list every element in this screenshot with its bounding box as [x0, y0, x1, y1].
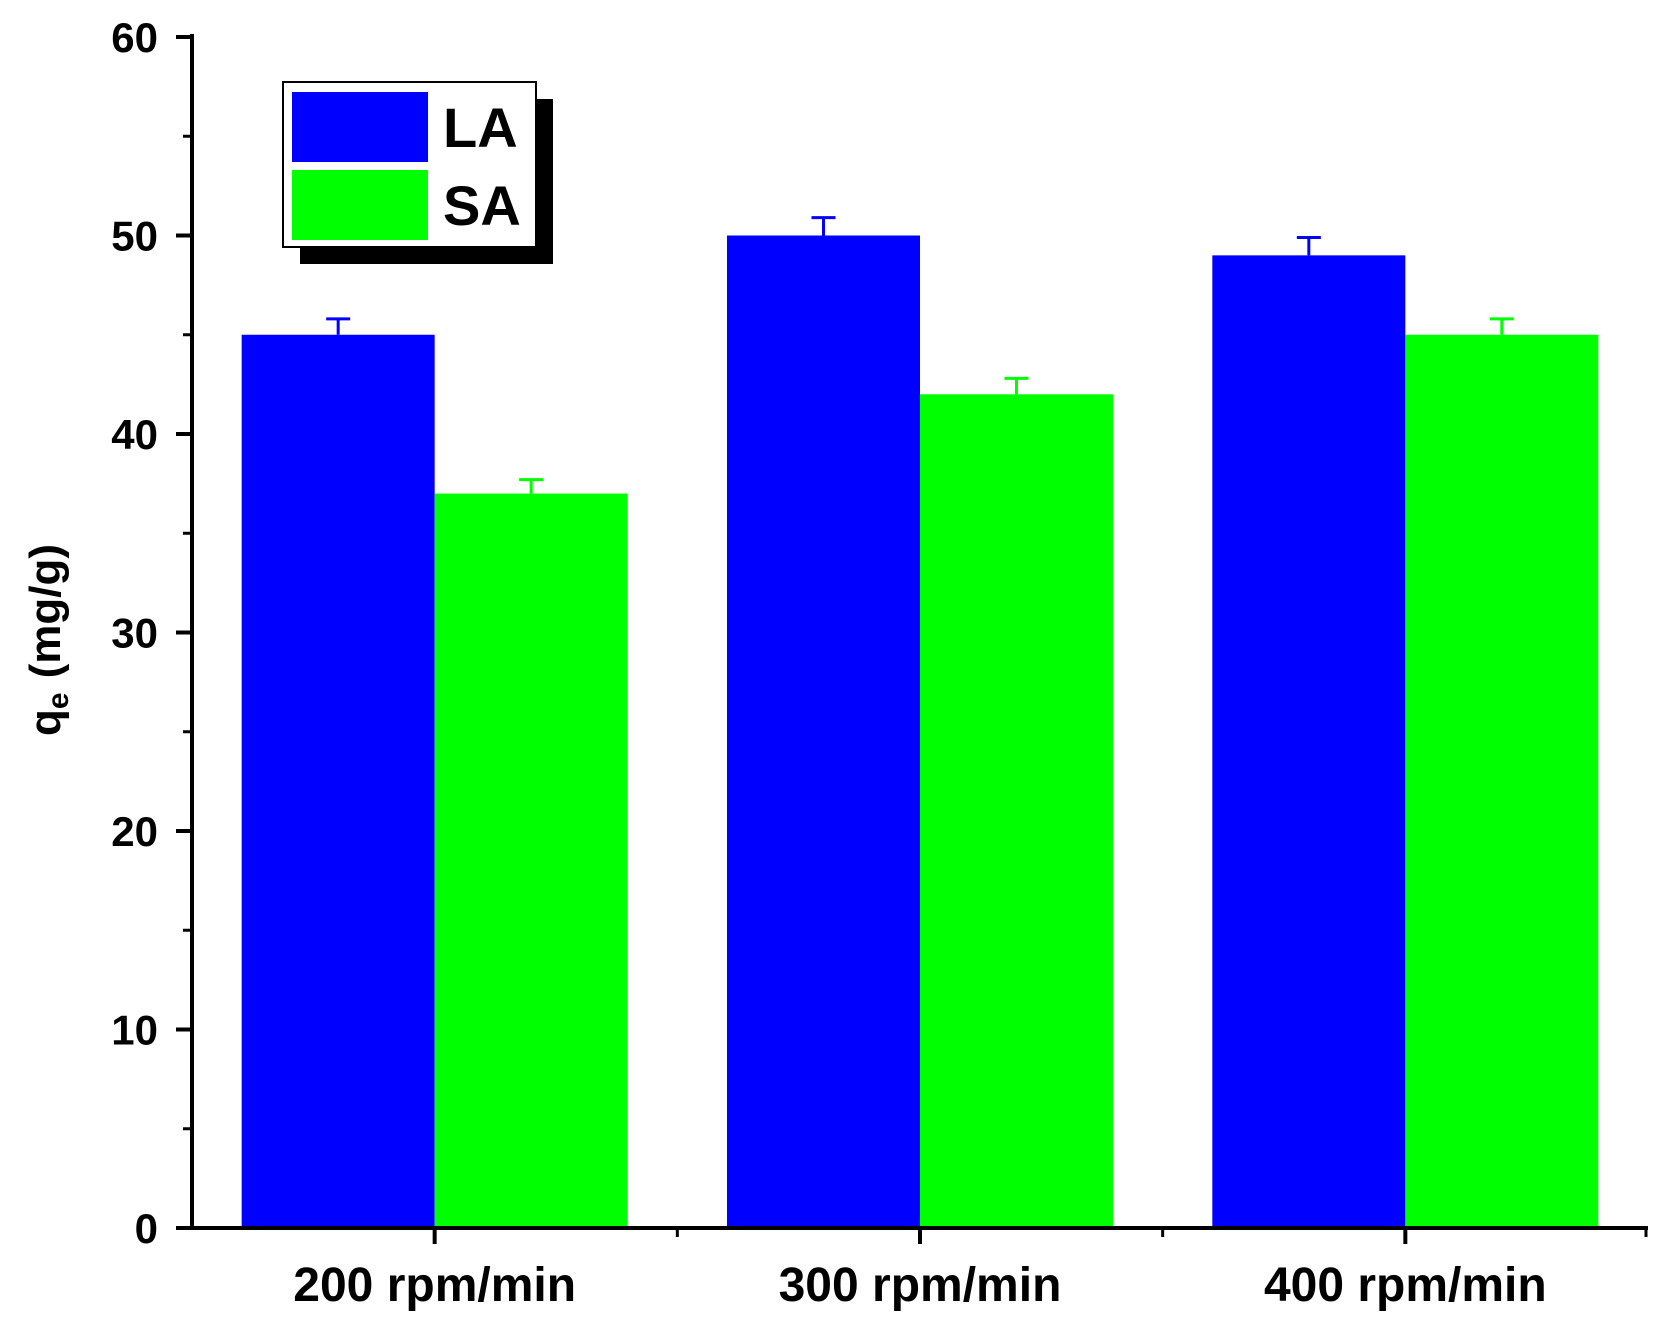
- legend: LA SA: [282, 81, 553, 264]
- legend-swatch-sa: [292, 170, 428, 240]
- bar-la-2: [727, 235, 920, 1228]
- legend-swatch-la: [292, 92, 428, 162]
- y-tick-label: 10: [111, 1007, 158, 1054]
- y-tick-label: 30: [111, 610, 158, 657]
- bar-la-3: [1212, 255, 1406, 1229]
- x-tick-label: 400 rpm/min: [1264, 1259, 1547, 1312]
- legend-label-sa: SA: [443, 174, 521, 237]
- legend-label-la: LA: [443, 96, 518, 159]
- y-axis-label-subscript: e: [42, 692, 75, 709]
- bars-layer: [241, 216, 1599, 1229]
- y-axis-label-symbol: q: [21, 709, 70, 736]
- x-tick-label: 300 rpm/min: [779, 1259, 1062, 1312]
- y-tick-label: 0: [135, 1205, 158, 1252]
- y-tick-label: 60: [111, 14, 158, 61]
- y-axis-label: qe (mg/g): [21, 544, 75, 736]
- bar-la-1: [241, 334, 435, 1228]
- ticks-layer: 0 10 20 30 40 50 60 200 rpm/min 300 rpm/min 400 r…: [111, 14, 1648, 1312]
- bar-sa-3: [1405, 334, 1599, 1228]
- y-axis-label-unit: (mg/g): [21, 544, 70, 678]
- y-tick-label: 40: [111, 411, 158, 458]
- bar-sa-1: [434, 493, 628, 1228]
- x-tick-label: 200 rpm/min: [293, 1259, 576, 1312]
- y-tick-label: 50: [111, 213, 158, 260]
- y-tick-label: 20: [111, 808, 158, 855]
- bar-sa-2: [920, 394, 1113, 1228]
